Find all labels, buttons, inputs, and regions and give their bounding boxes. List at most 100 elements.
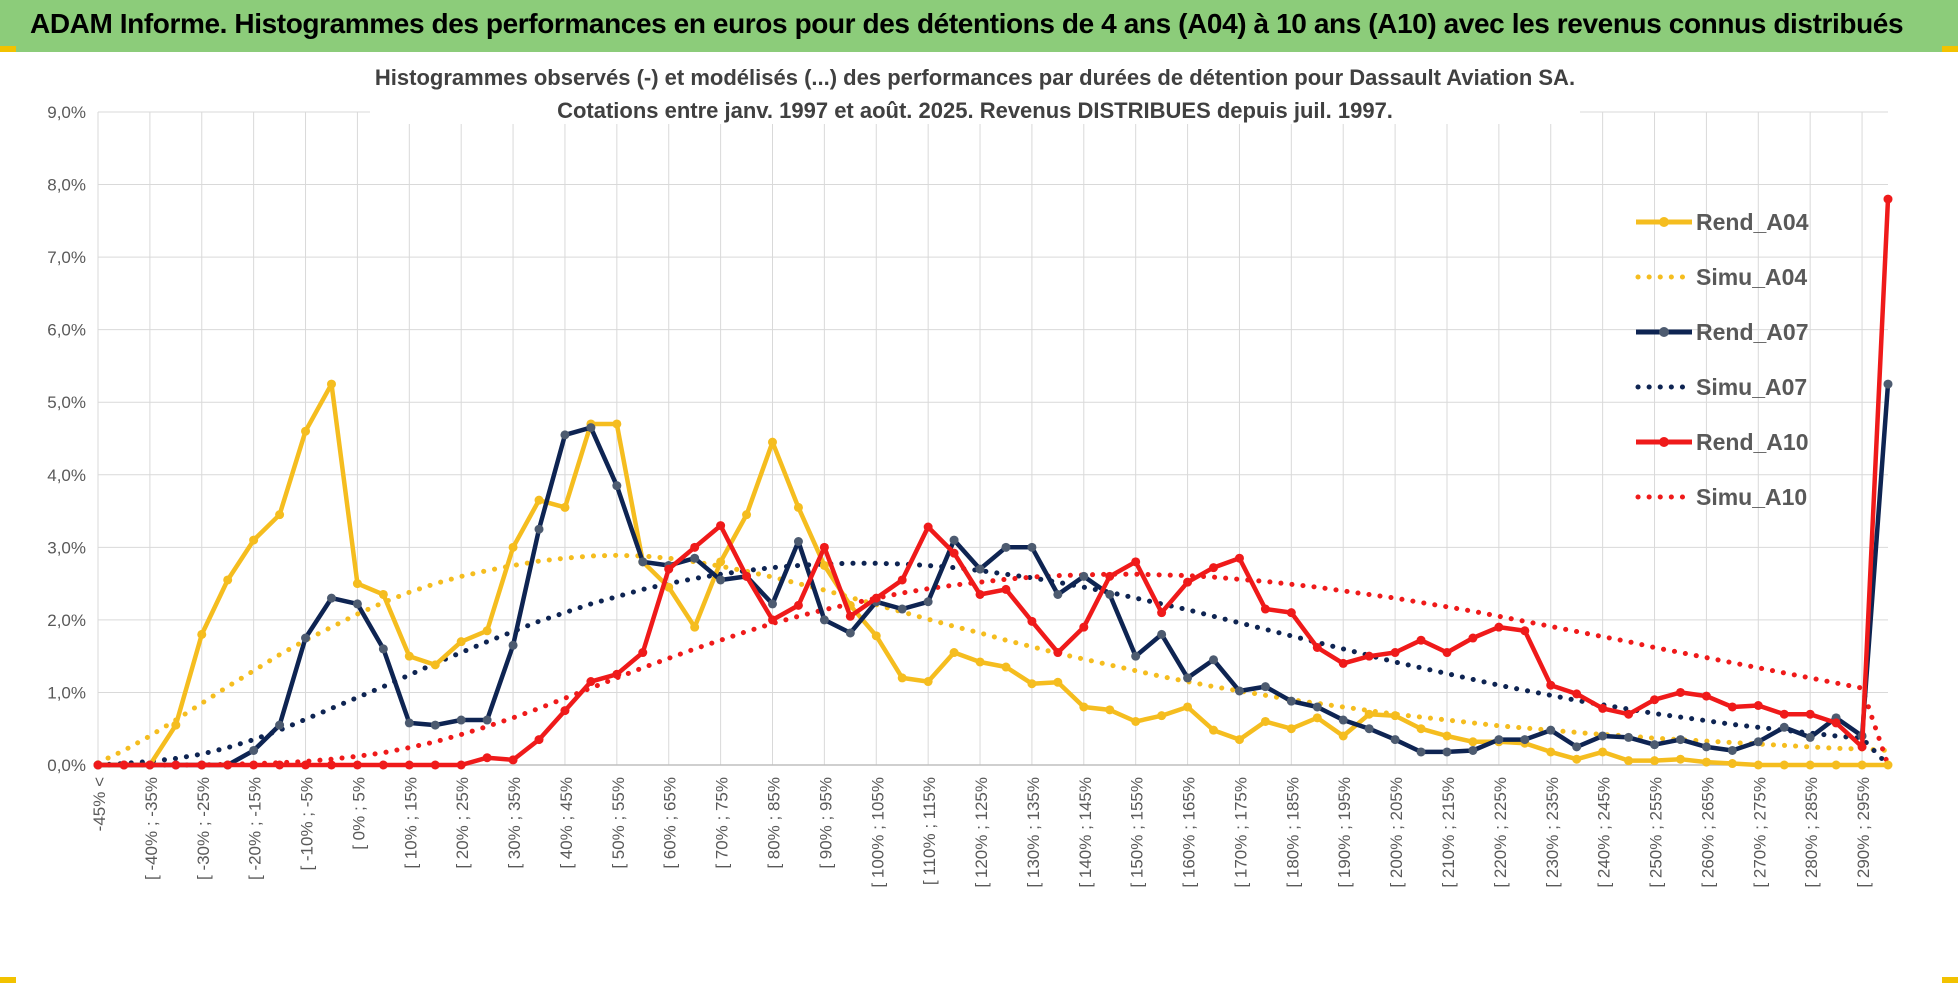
rend-a07-point xyxy=(975,564,985,574)
y-tick-label: 6,0% xyxy=(47,321,86,340)
corner-marker xyxy=(0,46,16,52)
grid-lines xyxy=(97,111,1888,766)
rend-a04-point xyxy=(1805,760,1815,770)
rend-a07-point xyxy=(1468,745,1478,755)
simu-a10-legend-label: Simu_A10 xyxy=(1696,484,1807,510)
rend-a07-point xyxy=(1520,735,1530,745)
rend-a10-point xyxy=(1624,709,1634,719)
rend-a07-point xyxy=(404,718,414,728)
simu-a04-line xyxy=(95,552,1891,766)
x-tick-label: [ 60% ; 65% xyxy=(661,777,680,869)
x-tick-label: -45% < xyxy=(90,777,109,831)
rend-a04-point xyxy=(1727,759,1737,769)
histogram-chart: 0,0% 1,0% 2,0% 3,0% 4,0% 5,0% 6,0% 7,0% 8,0% 9,0%… xyxy=(47,60,1893,888)
rend-a07-point xyxy=(326,593,336,603)
x-tick-label: [ 130% ; 135% xyxy=(1024,777,1043,888)
corner-marker xyxy=(1942,977,1958,983)
rend-a04-point xyxy=(404,651,414,661)
rend-a10-point xyxy=(1157,608,1167,618)
rend-a07-point xyxy=(1157,629,1167,639)
rend-a10-point xyxy=(1727,702,1737,712)
rend-a04-point xyxy=(482,626,492,636)
rend-a10-point xyxy=(1753,701,1763,711)
rend-a10-point xyxy=(171,760,181,770)
rend-a07-point xyxy=(378,644,388,654)
rend-a10-point xyxy=(1857,742,1867,752)
rend-a10-line xyxy=(98,198,1891,768)
rend-a07-point xyxy=(1753,737,1763,747)
rend-a10-point xyxy=(249,760,259,770)
rend-a07-point xyxy=(560,430,570,440)
rend-a07-point xyxy=(534,524,544,534)
rend-a10-point xyxy=(1598,703,1608,713)
x-tick-label: [ 40% ; 45% xyxy=(557,777,576,869)
rend-a07-legend-marker xyxy=(1659,327,1669,337)
rend-a07-point xyxy=(1701,742,1711,752)
rend-a07-point xyxy=(301,633,311,643)
rend-a10-point xyxy=(1675,687,1685,697)
rend-a04-point xyxy=(560,502,570,512)
rend-a04-point xyxy=(612,419,622,429)
rend-a07-point xyxy=(845,628,855,638)
rend-a04-point xyxy=(1701,757,1711,767)
rend-a10-point xyxy=(430,760,440,770)
rend-a04-point xyxy=(1131,716,1141,726)
rend-a04-point xyxy=(1779,760,1789,770)
rend-a04-point xyxy=(197,629,207,639)
rend-a10-point xyxy=(586,677,596,687)
x-tick-label: [ 190% ; 195% xyxy=(1335,777,1354,888)
rend-a04-point xyxy=(897,673,907,683)
rend-a07-point xyxy=(949,535,959,545)
rend-a10-legend-marker xyxy=(1659,437,1669,447)
rend-a07-point xyxy=(1442,747,1452,757)
rend-a10-point xyxy=(223,760,233,770)
x-tick-label: [ -30% ; -25% xyxy=(194,777,213,880)
rend-a07-point xyxy=(923,597,933,607)
rend-a10-point xyxy=(1260,604,1270,614)
rend-a10-point xyxy=(508,755,518,765)
x-tick-label: [ 230% ; 235% xyxy=(1543,777,1562,888)
rend-a10-point xyxy=(1701,691,1711,701)
rend-a10-point xyxy=(845,611,855,621)
corner-marker xyxy=(1942,46,1958,52)
rend-a07-point xyxy=(1209,655,1219,665)
rend-a10-point xyxy=(1364,651,1374,661)
rend-a04-point xyxy=(1157,711,1167,721)
rend-a04-point xyxy=(301,426,311,436)
corner-marker xyxy=(0,977,16,983)
header-banner: ADAM Informe. Histogrammes des performan… xyxy=(0,0,1958,52)
rend-a10-point xyxy=(1468,633,1478,643)
y-tick-label: 8,0% xyxy=(47,176,86,195)
rend-a04-point xyxy=(1079,702,1089,712)
x-tick-label: [ 180% ; 185% xyxy=(1283,777,1302,888)
rend-a04-point xyxy=(1105,705,1115,715)
rend-a07-point xyxy=(1027,542,1037,552)
x-tick-label: [ 200% ; 205% xyxy=(1387,777,1406,888)
y-tick-label: 2,0% xyxy=(47,611,86,630)
x-tick-label: [ 10% ; 15% xyxy=(401,777,420,869)
rend-a04-point xyxy=(1416,724,1426,734)
rend-a07-point xyxy=(1338,715,1348,725)
x-tick-label: [ 110% ; 115% xyxy=(920,777,939,885)
rend-a10-point xyxy=(1650,695,1660,705)
x-tick-label: [ 140% ; 145% xyxy=(1076,777,1095,888)
x-tick-label: [ 150% ; 155% xyxy=(1128,777,1147,888)
rend-a10-point xyxy=(1286,608,1296,618)
chart-title-line-1: Histogrammes observés (-) et modélisés (… xyxy=(375,65,1575,90)
x-tick-label: [ 260% ; 265% xyxy=(1698,777,1717,888)
rend-a04-point xyxy=(716,557,726,567)
rend-a10-point xyxy=(1520,626,1530,636)
page-title: ADAM Informe. Histogrammes des performan… xyxy=(30,8,1904,39)
rend-a07-point xyxy=(1053,589,1063,599)
rend-a10-point xyxy=(1001,584,1011,594)
rend-a07-legend-label: Rend_A07 xyxy=(1696,319,1808,345)
rend-a04-legend-label: Rend_A04 xyxy=(1696,209,1809,235)
rend-a07-point xyxy=(1001,542,1011,552)
rend-a07-point xyxy=(1286,696,1296,706)
rend-a04-point xyxy=(378,589,388,599)
rend-a07-point xyxy=(897,604,907,614)
rend-a04-point xyxy=(1753,760,1763,770)
rend-a04-point xyxy=(742,510,752,520)
rend-a10-point xyxy=(534,735,544,745)
